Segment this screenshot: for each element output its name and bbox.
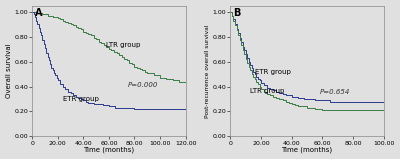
Text: A: A (35, 8, 43, 18)
Text: B: B (234, 8, 241, 18)
Text: LTR group: LTR group (106, 42, 141, 48)
Text: LTR group: LTR group (250, 88, 285, 94)
Text: ETR group: ETR group (255, 69, 291, 75)
Text: P=0.000: P=0.000 (128, 82, 158, 88)
Y-axis label: Overall survival: Overall survival (6, 44, 12, 98)
X-axis label: Time (months): Time (months) (282, 147, 333, 153)
X-axis label: Time (months): Time (months) (83, 147, 134, 153)
Text: P=0.654: P=0.654 (319, 89, 350, 95)
Text: ETR group: ETR group (63, 97, 99, 103)
Y-axis label: Post-recurrence overall survival: Post-recurrence overall survival (205, 24, 210, 118)
